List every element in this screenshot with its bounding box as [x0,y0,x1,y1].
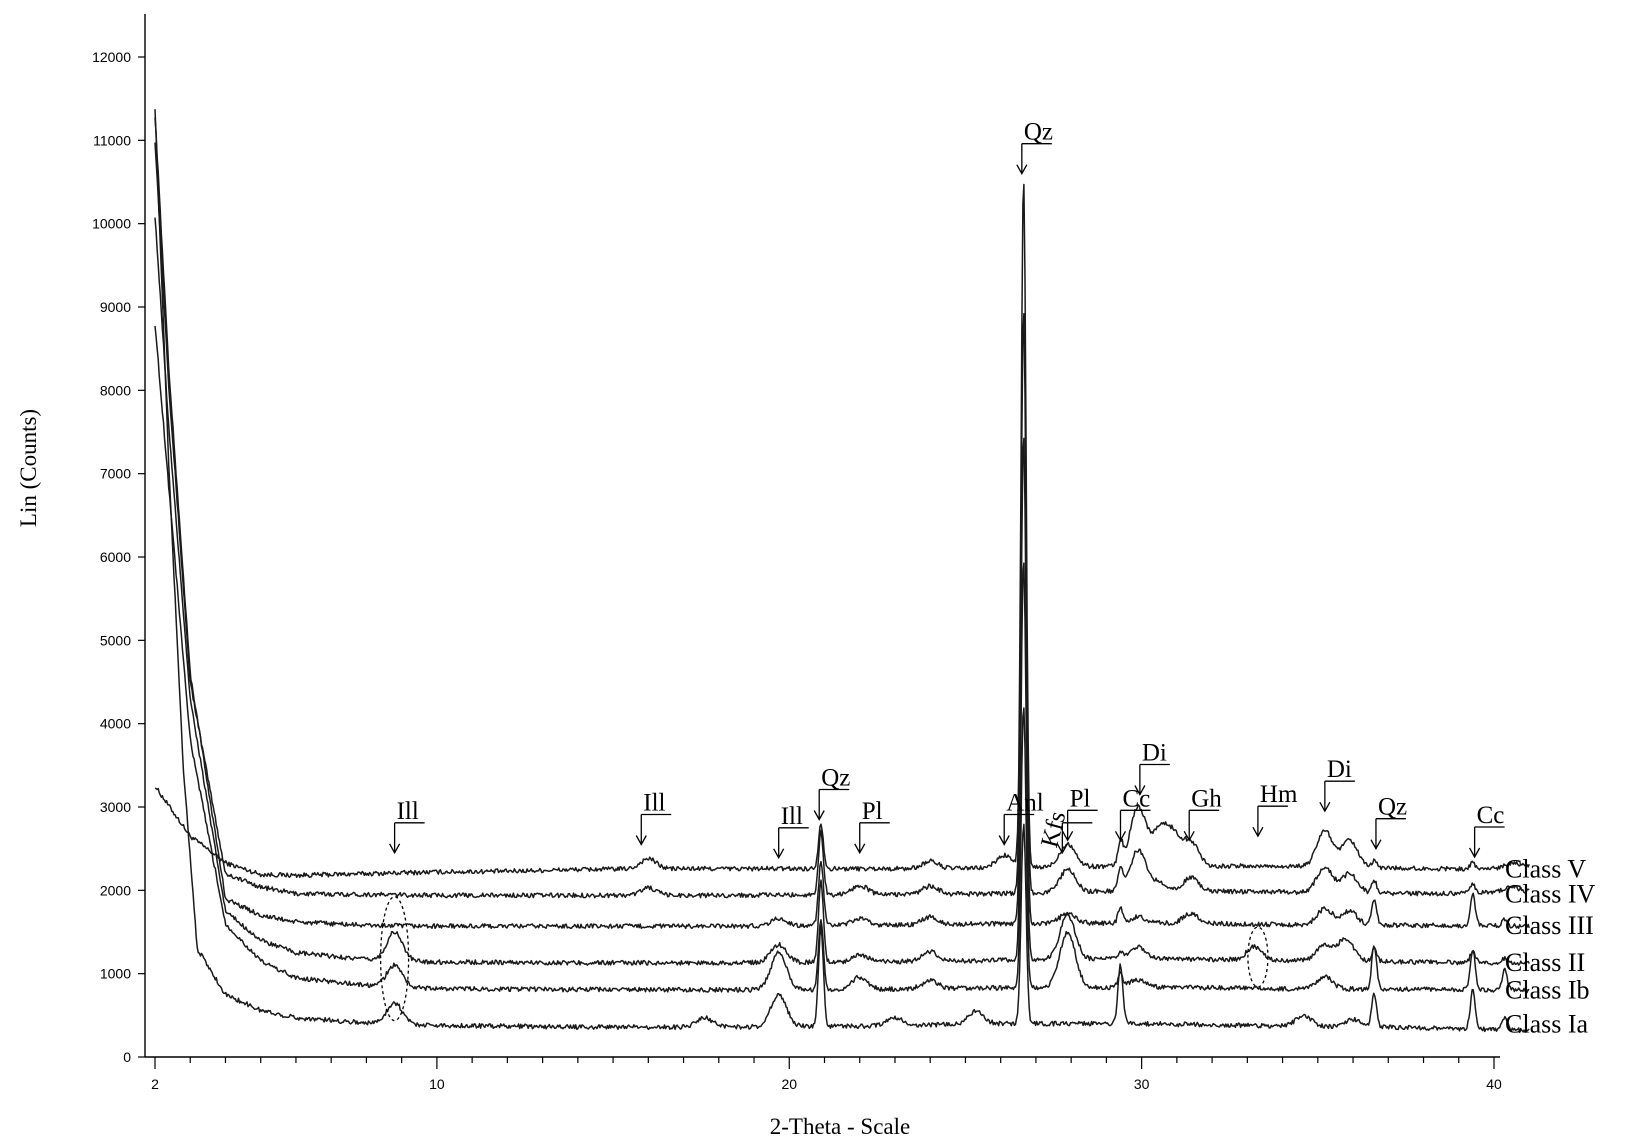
series-line-class-ii [154,217,1530,966]
annotation-arrowhead [635,835,647,846]
x-tick-label: 40 [1486,1076,1502,1092]
annotation-label: Qz [821,765,850,792]
series-label: Class III [1505,911,1594,940]
y-tick-label: 4000 [100,716,131,732]
highlight-group [379,896,1269,1022]
annotation-arrowhead [1134,785,1146,796]
series-line-class-iii [154,117,1530,930]
annotation-arrowhead [1056,843,1068,855]
annotation-arrowhead [1114,831,1127,842]
annotation-arrowhead [1319,801,1331,813]
peak-annotation: Di [1319,756,1355,813]
annotation-arrowhead [389,843,401,855]
peak-annotation: Qz [1370,794,1407,851]
annotation-arrowhead [1370,839,1382,851]
y-tick-label: 12000 [92,49,131,65]
y-axis-title: Lin (Counts) [16,409,41,527]
series-label: Class V [1505,855,1586,884]
series-line-class-v [154,183,1530,879]
annotation-label: Pl [1070,785,1091,812]
peak-annotation: Cc [1114,785,1151,842]
y-tick-label: 9000 [100,299,131,315]
annotation-arrowhead [1469,847,1481,859]
annotation-label: Cc [1122,785,1150,812]
peak-annotation: Gh [1183,785,1222,842]
annotation-label: Gh [1191,785,1222,812]
y-tick-label: 11000 [93,132,131,148]
annotation-label: Di [1327,756,1352,783]
annotation-label: Pl [862,798,883,825]
series-label: Class Ia [1505,1010,1589,1039]
annotation-arrowhead [1183,831,1195,842]
x-ticks: 2 10 20 30 40 [151,1057,1502,1092]
highlight-ellipse [1247,926,1269,988]
annotation-label: Ill [781,803,803,830]
peak-annotation: Ill [635,790,672,846]
y-tick-label: 8000 [100,382,131,398]
annotation-label: Ill [643,790,665,817]
peak-annotation: Kfs [1036,809,1093,855]
annotation-label: Cc [1477,802,1505,829]
annotation-label: Qz [1378,794,1407,821]
x-tick-label: 20 [781,1076,797,1092]
y-tick-label: 2000 [100,882,131,898]
annotation-arrowhead [813,810,825,821]
series-label: Class Ib [1505,975,1590,1004]
peak-annotation: Qz [1016,119,1053,176]
highlight-ellipse [379,896,410,1022]
y-tick-label: 0 [123,1049,131,1065]
peak-annotation: Hm [1252,781,1298,838]
annotation-arrowhead [998,835,1010,846]
annotation-arrowhead [1062,831,1074,842]
peak-annotation: Pl [1062,785,1098,842]
annotation-label: Ill [397,798,419,825]
peak-annotation: Qz [813,765,850,821]
y-tick-label: 1000 [100,966,131,982]
annotation-label: Anl [1006,790,1044,817]
x-tick-label: 30 [1134,1076,1150,1092]
annotation-arrowhead [1252,826,1264,838]
annotation-label: Qz [1024,119,1053,146]
y-axis: 0 1000 2000 3000 4000 5000 6000 7000 8000 9000 100… [92,14,146,1065]
annotation-arrowhead [1016,164,1028,176]
y-tick-label: 3000 [100,799,131,815]
peak-annotation: Ill [773,803,809,860]
y-tick-label: 5000 [100,632,131,648]
y-tick-label: 6000 [100,549,131,565]
series-line-class-ia [154,109,1530,1034]
y-tick-label: 10000 [92,216,131,232]
y-ticks: 0 1000 2000 3000 4000 5000 6000 7000 8000 9000 100… [92,49,145,1065]
series-line-class-iv [154,142,1530,899]
peak-annotation: Di [1134,740,1170,796]
x-axis: 2 10 20 30 40 [145,1056,1502,1092]
annotation-label: Hm [1260,781,1298,808]
series-line-class-ib [154,325,1530,994]
y-tick-label: 7000 [100,466,131,482]
annotation-label: Di [1142,740,1167,767]
series-label: Class IV [1505,880,1596,909]
peak-annotation: Ill [389,798,425,855]
peak-annotation: Pl [854,798,890,855]
peak-annotation: Anl [998,790,1044,846]
x-axis-title: 2-Theta - Scale [770,1114,910,1139]
annotation-arrowhead [854,843,866,855]
x-tick-label: 10 [429,1076,445,1092]
x-tick-label: 2 [151,1076,159,1092]
peak-annotation: Cc [1469,802,1505,859]
annotation-arrowhead [773,848,785,860]
series-label: Class II [1505,948,1585,977]
